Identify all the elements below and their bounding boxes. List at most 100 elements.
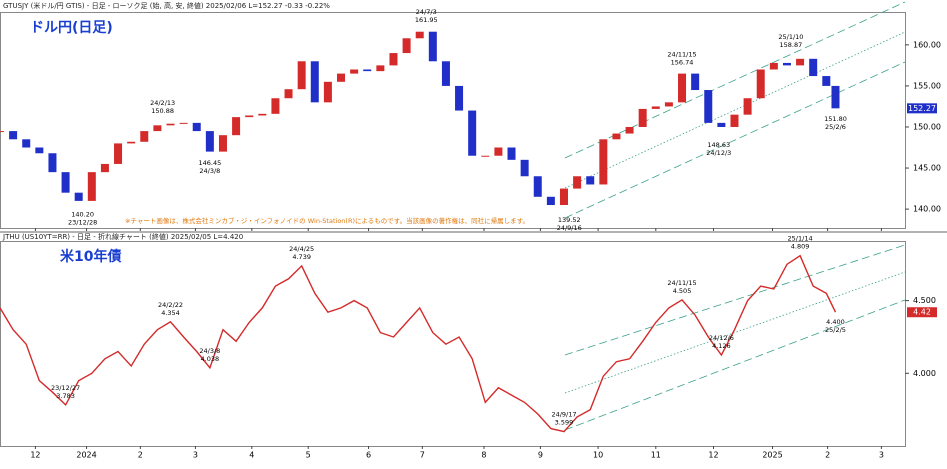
candle	[140, 131, 149, 142]
candle	[9, 131, 18, 140]
x-tick-label: 5	[306, 451, 311, 460]
candle	[704, 90, 713, 123]
candle	[599, 139, 608, 185]
panel-frame	[0, 12, 906, 229]
annotation: 3.599	[555, 419, 574, 427]
x-tick-label: 2024	[76, 451, 96, 460]
annotation: 24/11/15	[667, 51, 696, 59]
candle	[35, 147, 44, 154]
annotation: 156.74	[671, 59, 694, 67]
x-tick-label: 11	[651, 451, 661, 460]
x-tick-label: 6	[366, 451, 371, 460]
annotation: 161.95	[415, 16, 438, 24]
panel-frame	[0, 241, 906, 447]
annotation: 24/9/16	[557, 224, 582, 232]
x-tick-label: 2	[825, 451, 830, 460]
candle	[271, 98, 280, 114]
candle	[127, 141, 136, 144]
candle	[337, 73, 346, 82]
candle	[756, 69, 765, 99]
annotation: 4.038	[201, 355, 220, 363]
candle	[822, 76, 831, 86]
candle	[481, 155, 490, 157]
candle	[717, 122, 726, 127]
annotation: 4.126	[712, 342, 731, 350]
annotation: 25/2/6	[825, 123, 846, 131]
panel-header: JTHU (US10YT=RR) - 日足 - 折れ線チャート (終値) 202…	[2, 232, 243, 241]
y-tick-label: 4.000	[913, 369, 936, 378]
candle	[114, 143, 123, 164]
candle	[363, 69, 372, 72]
candle	[192, 122, 201, 132]
candle	[22, 139, 31, 148]
y-tick-label: 4.500	[913, 296, 936, 305]
channel-line	[564, 31, 906, 189]
x-tick-label: 8	[481, 451, 486, 460]
candle	[179, 122, 188, 124]
candle	[389, 53, 398, 66]
candle	[831, 85, 840, 109]
annotation: 4.809	[791, 243, 810, 251]
candle	[691, 73, 700, 91]
candle	[468, 110, 477, 156]
candle	[48, 153, 57, 173]
candle	[625, 126, 634, 134]
candle	[323, 81, 332, 103]
candle	[415, 31, 424, 39]
last-value-box	[907, 103, 937, 114]
annotation: 4.739	[292, 253, 311, 261]
candle	[402, 38, 411, 54]
y-tick-label: 150.00	[913, 122, 941, 131]
annotation: 24/3/8	[199, 167, 220, 175]
candle	[87, 172, 96, 201]
annotation: 151.80	[824, 115, 847, 123]
candle	[507, 147, 516, 160]
candle	[743, 98, 752, 115]
annotation: 3.783	[56, 392, 75, 400]
x-tick-label: 12	[30, 451, 40, 460]
candle	[166, 123, 175, 126]
candle	[782, 62, 791, 66]
annotation: 24/12/3	[706, 149, 731, 157]
annotation: 150.88	[151, 107, 174, 115]
annotation: 24/3/8	[199, 347, 220, 355]
candle	[297, 61, 306, 90]
annotation: 24/4/25	[289, 245, 314, 253]
candle	[809, 58, 818, 77]
annotation: 140.20	[71, 210, 94, 218]
panel-title: ドル円(日足)	[30, 20, 113, 36]
candle	[664, 102, 673, 107]
annotation: 24/2/22	[158, 301, 183, 309]
candle	[638, 108, 647, 127]
candle	[428, 31, 437, 62]
y-tick-label: 140.00	[913, 205, 941, 214]
x-tick-label: 2025	[762, 451, 782, 460]
candle	[205, 131, 214, 152]
annotation: 139.52	[558, 216, 581, 224]
candle	[586, 176, 595, 185]
annotation: 148.63	[707, 141, 730, 149]
candle	[61, 172, 70, 193]
y-tick-label: 145.00	[913, 164, 941, 173]
candle	[651, 106, 660, 109]
candle	[258, 113, 267, 116]
copyright-note: ※チャート画像は、株式会社ミンカブ・ジ・インフォノイドの Win-Station…	[125, 216, 529, 225]
candle	[520, 159, 529, 177]
panel-title: 米10年債	[60, 248, 121, 265]
candle	[678, 73, 687, 103]
candle	[0, 131, 4, 133]
candle	[376, 65, 385, 72]
candle	[441, 61, 450, 86]
annotation: 24/11/15	[667, 279, 696, 287]
candle	[100, 163, 109, 173]
x-tick-label: 10	[593, 451, 603, 460]
candle	[455, 85, 464, 111]
annotation: 4.505	[673, 287, 692, 295]
y-tick-label: 155.00	[913, 81, 941, 90]
candle	[74, 192, 83, 201]
annotation: 4.354	[161, 309, 180, 317]
candle	[153, 125, 162, 132]
annotation: 24/12/6	[709, 334, 734, 342]
annotation: 24/7/3	[416, 8, 437, 16]
